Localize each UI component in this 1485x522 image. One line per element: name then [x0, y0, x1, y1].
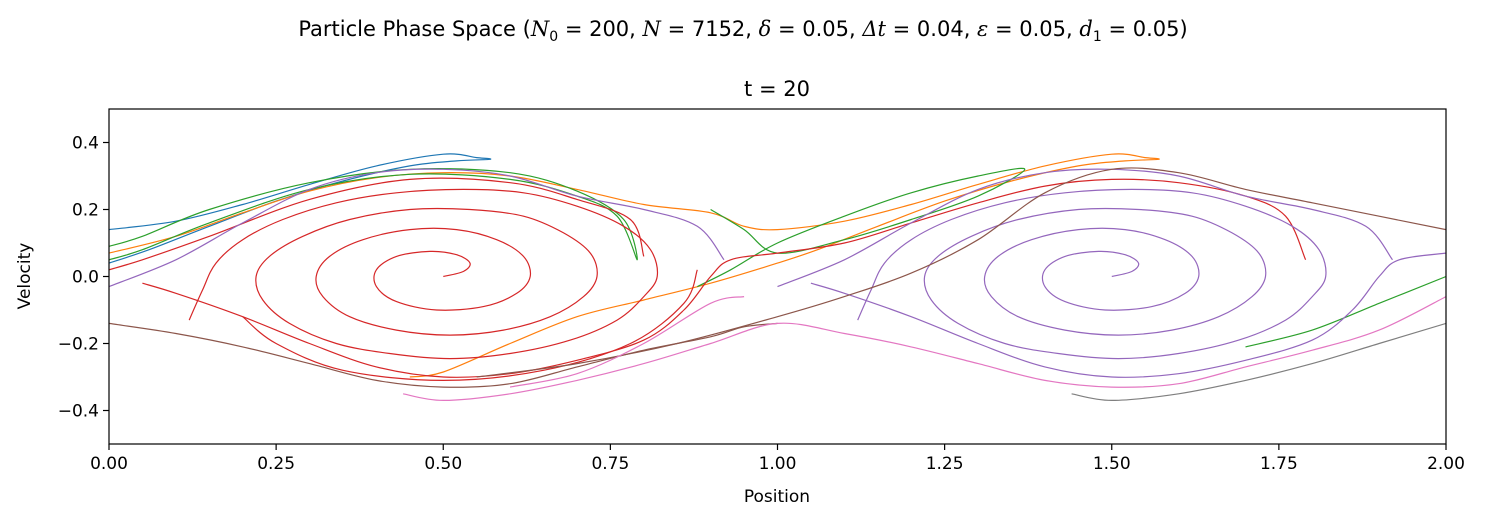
suptitle-value: = 0.05,: [988, 17, 1079, 41]
series-line: [188, 188, 659, 360]
suptitle-value: = 7152,: [661, 17, 759, 41]
suptitle-symbol: Δt: [861, 17, 886, 41]
x-tick-label: 1.00: [759, 454, 797, 474]
x-tick-label: 1.25: [926, 454, 964, 474]
series-line: [402, 296, 1446, 402]
suptitle-value: = 200,: [558, 17, 642, 41]
y-axis-ticks: −0.4 −0.2 0.0 0.2 0.4: [58, 134, 109, 422]
series-line: [109, 168, 725, 288]
x-tick-label: 0.25: [257, 454, 295, 474]
x-tick-label: 1.75: [1260, 454, 1298, 474]
series-line: [109, 153, 1160, 378]
suptitle-value: = 0.04,: [886, 17, 977, 41]
series-line: [109, 177, 645, 271]
suptitle-value: = 0.05,: [771, 17, 862, 41]
series-line: [476, 167, 1446, 378]
y-tick-label: 0.4: [72, 134, 99, 154]
series-line: [857, 188, 1327, 360]
suptitle-symbol: N: [642, 17, 662, 41]
series-line: [109, 167, 638, 261]
series-line: [777, 168, 1393, 288]
x-tick-label: 2.00: [1427, 454, 1465, 474]
series-line: [1071, 322, 1446, 402]
figure-suptitle: Particle Phase Space (N0 = 200, N = 7152…: [298, 17, 1187, 45]
x-tick-label: 1.50: [1093, 454, 1131, 474]
series-line: [810, 252, 1446, 378]
series-line: [509, 296, 745, 388]
x-axis-label: Position: [744, 487, 810, 507]
plot-frame: [108, 108, 1447, 445]
x-axis-ticks: 0.00 0.25 0.50 0.75 1.00 1.25 1.50 1.75 2.00: [90, 444, 1465, 474]
suptitle-subscript: 0: [549, 29, 558, 45]
x-tick-label: 0.50: [424, 454, 462, 474]
suptitle-symbol: δ: [759, 17, 772, 41]
x-tick-label: 0.00: [90, 454, 128, 474]
series-line: [109, 322, 778, 388]
suptitle-subscript: 1: [1093, 29, 1102, 45]
suptitle-text: Particle Phase Space (: [298, 17, 531, 41]
y-tick-label: −0.4: [58, 402, 99, 422]
series-line: [109, 153, 492, 264]
suptitle-value: = 0.05): [1102, 17, 1188, 41]
suptitle-symbol: ε: [977, 17, 988, 41]
y-axis-label: Velocity: [15, 243, 35, 310]
series-line: [1245, 275, 1446, 348]
suptitle-symbol: N: [530, 17, 550, 41]
y-tick-label: 0.2: [72, 201, 99, 221]
suptitle-symbol: d: [1079, 17, 1092, 41]
y-tick-label: 0.0: [72, 268, 99, 288]
series-line: [142, 178, 1307, 378]
series-line: [697, 167, 1026, 288]
x-tick-label: 0.75: [591, 454, 629, 474]
y-tick-label: −0.2: [58, 335, 99, 355]
chart-title: t = 20: [744, 77, 810, 101]
series-layer: [109, 153, 1446, 402]
series-line: [242, 269, 698, 382]
